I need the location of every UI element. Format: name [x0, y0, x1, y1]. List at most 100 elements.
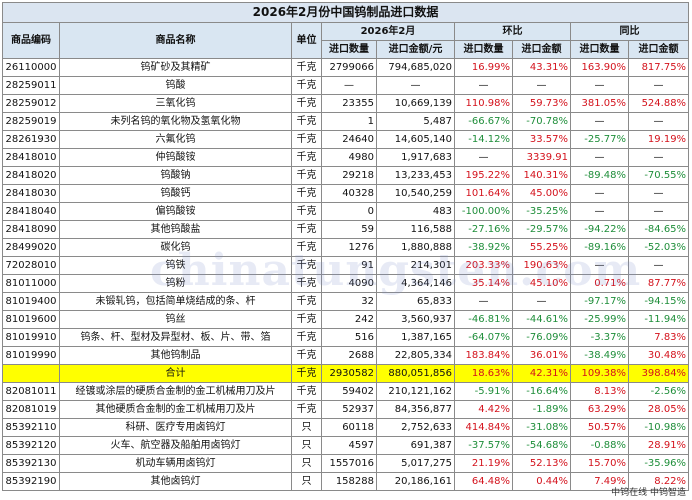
name-cell: 其他钨酸盐 [59, 220, 292, 239]
yoy-amount-cell: 524.88% [627, 94, 690, 113]
mom-amount-cell: 36.01% [512, 346, 571, 365]
name-cell: 六氟化钨 [59, 130, 292, 149]
header-amount: 进口金额/元 [376, 40, 455, 59]
amount-cell: 116,588 [376, 220, 455, 239]
name-cell: 钨丝 [59, 310, 292, 329]
name-cell: 碳化钨 [59, 238, 292, 257]
name-cell: 钨矿砂及其精矿 [59, 58, 292, 77]
mom-amount-cell: 52.13% [512, 454, 571, 473]
yoy-amount-cell: -94.15% [627, 292, 690, 311]
yoy-qty-cell: -38.49% [570, 346, 629, 365]
total-qty: 2930582 [321, 364, 377, 383]
unit-cell: 千克 [291, 382, 322, 401]
code-cell: 72028010 [2, 256, 60, 275]
yoy-amount-cell: 8.22% [627, 472, 690, 491]
name-cell: 钨酸钠 [59, 166, 292, 185]
amount-cell: 65,833 [376, 292, 455, 311]
name-cell: 三氧化钨 [59, 94, 292, 113]
header-mom-amount: 进口金额 [512, 40, 571, 59]
qty-cell: 52937 [321, 400, 377, 419]
table-row: 28418020 钨酸钠 千克 29218 13,233,453 195.22% 140.3… [2, 166, 690, 185]
yoy-amount-cell: — [627, 76, 690, 95]
mom-amount-cell: 45.10% [512, 274, 571, 293]
unit-cell: 千克 [291, 130, 322, 149]
yoy-qty-cell: -97.17% [570, 292, 629, 311]
header-yoy: 同比 [569, 22, 690, 41]
amount-cell: 210,121,162 [376, 382, 455, 401]
unit-cell: 千克 [291, 292, 322, 311]
mom-qty-cell: 64.48% [454, 472, 513, 491]
unit-cell: 只 [291, 436, 322, 455]
qty-cell: 0 [321, 202, 377, 221]
amount-cell: 13,233,453 [376, 166, 455, 185]
amount-cell: 1,387,165 [376, 328, 455, 347]
code-cell: 81019910 [2, 328, 60, 347]
qty-cell: 2799066 [321, 58, 377, 77]
code-cell: 81019990 [2, 346, 60, 365]
unit-cell: 千克 [291, 184, 322, 203]
code-cell: 28418020 [2, 166, 60, 185]
yoy-amount-cell: -35.96% [627, 454, 690, 473]
name-cell: 科研、医疗专用卤钨灯 [59, 418, 292, 437]
mom-amount-cell: — [512, 76, 571, 95]
total-yoy-qty: 109.38% [570, 364, 629, 383]
mom-qty-cell: -38.92% [454, 238, 513, 257]
mom-qty-cell: 203.33% [454, 256, 513, 275]
unit-cell: 千克 [291, 76, 322, 95]
table-row: 85392130 机动车辆用卤钨灯只 1557016 5,017,275 21.19% 5… [2, 454, 690, 473]
name-cell: 钨条、杆、型材及异型材、板、片、带、箔 [59, 328, 292, 347]
yoy-qty-cell: -94.22% [570, 220, 629, 239]
yoy-amount-cell: 817.75% [627, 58, 690, 77]
mom-qty-cell: -46.81% [454, 310, 513, 329]
name-cell: 其他卤钨灯 [59, 472, 292, 491]
amount-cell: 5,017,275 [376, 454, 455, 473]
yoy-amount-cell: — [627, 256, 690, 275]
yoy-amount-cell: -52.03% [627, 238, 690, 257]
total-row: 合计 千克 2930582 880,051,856 18.63% 42.31% … [2, 364, 690, 383]
header-mom-qty: 进口数量 [454, 40, 513, 59]
mom-qty-cell: -14.12% [454, 130, 513, 149]
name-cell: 钨粉 [59, 274, 292, 293]
code-cell: 85392120 [2, 436, 60, 455]
mom-qty-cell: 183.84% [454, 346, 513, 365]
yoy-qty-cell: -89.48% [570, 166, 629, 185]
code-cell: 28499020 [2, 238, 60, 257]
yoy-qty-cell: -25.77% [570, 130, 629, 149]
title-row: 2026年2月份中国钨制品进口数据 [1, 2, 690, 23]
code-cell: 85392130 [2, 454, 60, 473]
amount-cell: 483 [376, 202, 455, 221]
header-row-1: 商品编码 商品名称 单位 2026年2月 环比 同比 [2, 22, 690, 59]
unit-cell: 千克 [291, 148, 322, 167]
import-table-wrapper: 2026年2月份中国钨制品进口数据 商品编码 商品名称 单位 2026年2月 环… [1, 2, 690, 491]
yoy-qty-cell: -25.99% [570, 310, 629, 329]
table-body-main: 26110000 钨矿砂及其精矿 千克 2799066 794,685,020 16.99… [2, 58, 690, 365]
amount-cell: 10,540,259 [376, 184, 455, 203]
yoy-amount-cell: — [627, 112, 690, 131]
mom-qty-cell: — [454, 148, 513, 167]
code-cell: 82081019 [2, 400, 60, 419]
yoy-qty-cell: — [570, 148, 629, 167]
total-amount: 880,051,856 [376, 364, 455, 383]
header-yoy-qty: 进口数量 [570, 40, 629, 59]
unit-cell: 千克 [291, 112, 322, 131]
code-cell: 81019400 [2, 292, 60, 311]
mom-amount-cell: -31.08% [512, 418, 571, 437]
yoy-qty-cell: -0.88% [570, 436, 629, 455]
mom-amount-cell: 59.73% [512, 94, 571, 113]
qty-cell: 59402 [321, 382, 377, 401]
unit-cell: 千克 [291, 238, 322, 257]
mom-qty-cell: -27.16% [454, 220, 513, 239]
name-cell: 钨酸 [59, 76, 292, 95]
mom-qty-cell: — [454, 292, 513, 311]
mom-amount-cell: 43.31% [512, 58, 571, 77]
header-code: 商品编码 [2, 22, 60, 59]
amount-cell: 20,186,161 [376, 472, 455, 491]
name-cell: 偏钨酸铵 [59, 202, 292, 221]
total-mom-qty: 18.63% [454, 364, 513, 383]
table-title: 2026年2月份中国钨制品进口数据 [1, 2, 690, 23]
code-cell: 28259011 [2, 76, 60, 95]
name-cell: 未列名钨的氧化物及氢氧化物 [59, 112, 292, 131]
mom-qty-cell: 414.84% [454, 418, 513, 437]
qty-cell: 29218 [321, 166, 377, 185]
table-row: 28259011 钨酸 千克 — — — — — — [2, 76, 690, 95]
